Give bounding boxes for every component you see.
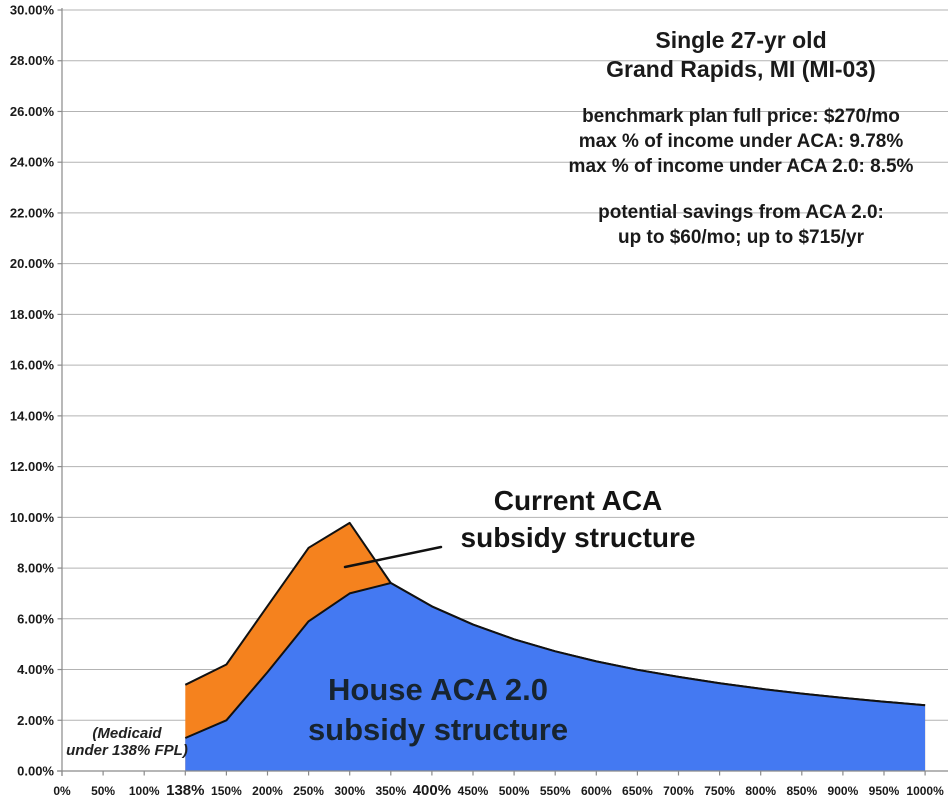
benchmark-info: benchmark plan full price: $270/mo max %… <box>535 104 947 179</box>
y-tick-label: 16.00% <box>10 358 55 373</box>
savings-info: potential savings from ACA 2.0: up to $6… <box>535 200 947 250</box>
x-tick-label: 550% <box>540 784 571 798</box>
x-tick-label: 200% <box>252 784 283 798</box>
y-tick-label: 30.00% <box>10 3 55 18</box>
gridlines <box>62 9 948 721</box>
y-tick-label: 6.00% <box>17 611 54 626</box>
y-tick-label: 0.00% <box>17 764 54 779</box>
current-aca-label-line2: subsidy structure <box>460 522 696 553</box>
y-tick-label: 14.00% <box>10 408 55 423</box>
x-tick-label: 250% <box>293 784 324 798</box>
x-tick-label: 400% <box>413 782 451 799</box>
y-tick-label: 10.00% <box>10 510 55 525</box>
x-tick-label: 500% <box>499 784 530 798</box>
y-tick-label: 20.00% <box>10 256 55 271</box>
y-tick-label: 4.00% <box>17 662 54 677</box>
aca20-label: House ACA 2.0 subsidy structure <box>288 670 588 750</box>
x-tick-label: 300% <box>334 784 365 798</box>
chart-title: Single 27-yr old Grand Rapids, MI (MI-03… <box>535 26 947 84</box>
x-tick-labels: 0% 50% 100% 138% 150% 200% 250% 300% 350% 400% 450… <box>53 782 944 799</box>
axis-ticks <box>57 9 926 776</box>
aca20-label-line1: House ACA 2.0 <box>328 672 548 707</box>
y-tick-label: 24.00% <box>10 155 55 170</box>
aca20-line <box>184 582 926 739</box>
x-tick-label: 150% <box>211 784 242 798</box>
x-tick-label: 700% <box>663 784 694 798</box>
benchmark-price-text: benchmark plan full price: $270/mo <box>582 106 900 127</box>
chart-title-line1: Single 27-yr old <box>655 27 827 53</box>
y-tick-label: 2.00% <box>17 713 54 728</box>
x-tick-label: 0% <box>53 784 71 798</box>
y-tick-labels: 30.00% 28.00% 26.00% 24.00% 22.00% 20.00% 18.0… <box>10 3 55 779</box>
x-tick-label: 950% <box>869 784 900 798</box>
annotation-leader-line <box>343 545 443 569</box>
y-tick-label: 8.00% <box>17 561 54 576</box>
x-tick-label: 650% <box>622 784 653 798</box>
y-tick-label: 12.00% <box>10 459 55 474</box>
x-tick-label: 450% <box>458 784 489 798</box>
x-tick-label: 138% <box>166 782 204 799</box>
y-tick-label: 28.00% <box>10 53 55 68</box>
x-tick-label: 50% <box>91 784 115 798</box>
medicaid-note: (Medicaid under 138% FPL) <box>52 725 202 759</box>
x-tick-label: 850% <box>786 784 817 798</box>
aca20-label-line2: subsidy structure <box>307 712 569 747</box>
current-aca-label-line1: Current ACA <box>493 485 663 516</box>
x-tick-label: 800% <box>745 784 776 798</box>
y-tick-label: 22.00% <box>10 205 55 220</box>
medicaid-note-line1: (Medicaid <box>92 725 162 742</box>
x-tick-label: 1000% <box>906 784 944 798</box>
medicaid-note-line2: under 138% FPL) <box>66 742 188 759</box>
savings-text-line2: up to $60/mo; up to $715/yr <box>618 227 864 248</box>
aca-max-percent-text: max % of income under ACA: 9.78% <box>578 131 904 152</box>
aca20-max-percent-text: max % of income under ACA 2.0: 8.5% <box>568 156 914 177</box>
y-tick-label: 18.00% <box>10 307 55 322</box>
axes <box>57 8 948 776</box>
y-tick-label: 26.00% <box>10 104 55 119</box>
x-tick-label: 750% <box>704 784 735 798</box>
chart-title-line2: Grand Rapids, MI (MI-03) <box>606 56 876 82</box>
savings-text-line1: potential savings from ACA 2.0: <box>598 202 884 223</box>
x-tick-label: 350% <box>375 784 406 798</box>
current-aca-label: Current ACA subsidy structure <box>428 482 728 556</box>
x-tick-label: 900% <box>828 784 859 798</box>
x-tick-label: 100% <box>129 784 160 798</box>
x-tick-label: 600% <box>581 784 612 798</box>
aca20-area <box>185 583 926 771</box>
